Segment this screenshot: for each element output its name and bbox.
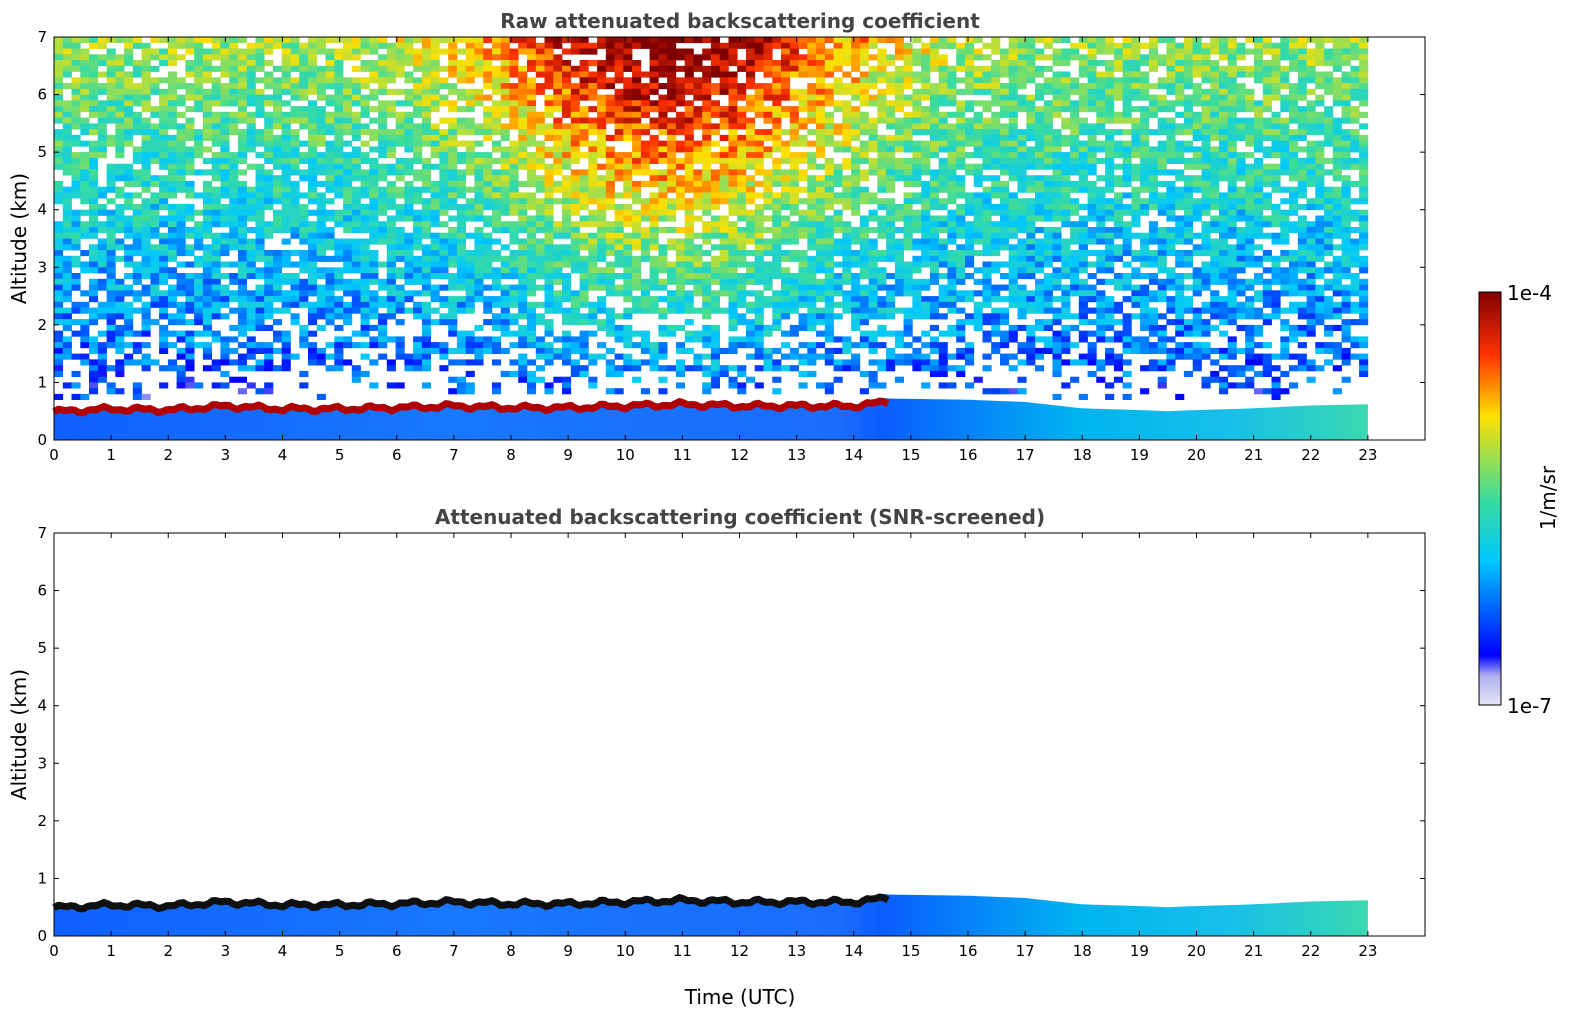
heatmap-layer bbox=[52, 37, 1369, 440]
x-tick-label: 22 bbox=[1301, 446, 1320, 464]
y-tick-label: 5 bbox=[37, 639, 47, 657]
y-tick-label: 2 bbox=[37, 316, 47, 334]
y-tick-label: 3 bbox=[37, 754, 47, 772]
y-tick-label: 3 bbox=[37, 258, 47, 276]
colorbar-unit-label: 1/m/sr bbox=[1536, 465, 1560, 530]
x-tick-label: 21 bbox=[1244, 942, 1263, 960]
y-tick-label: 7 bbox=[37, 28, 47, 46]
plot-frame bbox=[53, 532, 1426, 937]
colorbar-min-label: 1e-7 bbox=[1507, 694, 1552, 718]
x-tick-label: 11 bbox=[673, 446, 692, 464]
x-tick-label: 12 bbox=[730, 942, 749, 960]
x-tick-label: 17 bbox=[1016, 942, 1035, 960]
x-tick-label: 5 bbox=[335, 446, 345, 464]
y-tick-label: 0 bbox=[37, 431, 47, 449]
x-tick-label: 3 bbox=[221, 446, 231, 464]
x-tick-label: 4 bbox=[278, 446, 288, 464]
y-tick-label: 5 bbox=[37, 143, 47, 161]
x-tick-label: 2 bbox=[163, 942, 173, 960]
x-tick-label: 4 bbox=[278, 942, 288, 960]
x-tick-label: 11 bbox=[673, 942, 692, 960]
x-tick-label: 6 bbox=[392, 942, 402, 960]
y-tick-label: 1 bbox=[37, 373, 47, 391]
x-tick-label: 7 bbox=[449, 942, 459, 960]
heatmap-layer bbox=[52, 893, 1368, 936]
signal-field bbox=[54, 37, 1369, 400]
y-axis: 0 1 2 3 4 5 6 7 bbox=[37, 28, 1425, 449]
x-tick-label: 8 bbox=[506, 446, 516, 464]
y-axis-label: Altitude (km) bbox=[7, 173, 31, 304]
y-tick-label: 2 bbox=[37, 812, 47, 830]
x-tick-label: 23 bbox=[1358, 942, 1377, 960]
x-tick-label: 13 bbox=[787, 942, 806, 960]
x-tick-label: 14 bbox=[844, 446, 863, 464]
y-axis-label: Altitude (km) bbox=[7, 669, 31, 800]
x-tick-label: 2 bbox=[163, 446, 173, 464]
x-tick-label: 20 bbox=[1187, 942, 1206, 960]
x-tick-label: 1 bbox=[106, 446, 116, 464]
panel-title: Raw attenuated backscattering coefficien… bbox=[500, 9, 980, 33]
x-tick-label: 6 bbox=[392, 446, 402, 464]
x-tick-label: 5 bbox=[335, 942, 345, 960]
x-tick-label: 19 bbox=[1130, 942, 1149, 960]
x-tick-label: 22 bbox=[1301, 942, 1320, 960]
x-tick-label: 9 bbox=[563, 942, 573, 960]
y-tick-label: 4 bbox=[37, 201, 47, 219]
x-tick-label: 17 bbox=[1016, 446, 1035, 464]
x-tick-label: 18 bbox=[1073, 446, 1092, 464]
y-tick-label: 4 bbox=[37, 697, 47, 715]
y-tick-label: 1 bbox=[37, 869, 47, 887]
boundary-layer-top-line bbox=[52, 893, 890, 913]
x-tick-label: 10 bbox=[616, 446, 635, 464]
panel-title: Attenuated backscattering coefficient (S… bbox=[435, 505, 1045, 529]
snr-screened-panel: Attenuated backscattering coefficient (S… bbox=[7, 505, 1426, 1009]
x-axis: 0 1 2 3 4 5 6 7 8 9 10 11 12 13 14 15 16 17 18 19 20 21 22 23 bbox=[49, 37, 1377, 464]
x-tick-label: 23 bbox=[1358, 446, 1377, 464]
boundary-layer-top-line bbox=[52, 397, 890, 417]
colorbar-gradient bbox=[1478, 291, 1502, 706]
x-tick-label: 15 bbox=[901, 446, 920, 464]
x-tick-label: 16 bbox=[958, 446, 977, 464]
x-tick-label: 21 bbox=[1244, 446, 1263, 464]
y-tick-label: 6 bbox=[37, 582, 47, 600]
x-tick-label: 3 bbox=[221, 942, 231, 960]
y-tick-label: 7 bbox=[37, 524, 47, 542]
x-axis-label: Time (UTC) bbox=[684, 985, 796, 1009]
x-tick-label: 0 bbox=[49, 446, 59, 464]
y-tick-label: 6 bbox=[37, 86, 47, 104]
x-tick-label: 7 bbox=[449, 446, 459, 464]
x-tick-label: 9 bbox=[563, 446, 573, 464]
y-tick-label: 0 bbox=[37, 927, 47, 945]
x-tick-label: 8 bbox=[506, 942, 516, 960]
x-tick-label: 0 bbox=[49, 942, 59, 960]
x-tick-label: 14 bbox=[844, 942, 863, 960]
x-tick-label: 18 bbox=[1073, 942, 1092, 960]
x-tick-label: 12 bbox=[730, 446, 749, 464]
y-axis: 0 1 2 3 4 5 6 7 bbox=[37, 524, 1425, 945]
x-axis: 0 1 2 3 4 5 6 7 8 9 10 11 12 13 14 15 16 17 18 19 20 21 22 23 bbox=[49, 533, 1377, 960]
x-tick-label: 10 bbox=[616, 942, 635, 960]
x-tick-label: 16 bbox=[958, 942, 977, 960]
colorbar-max-label: 1e-4 bbox=[1507, 281, 1552, 305]
x-tick-label: 15 bbox=[901, 942, 920, 960]
raw-backscatter-panel: Raw attenuated backscattering coefficien… bbox=[7, 9, 1426, 464]
x-tick-label: 19 bbox=[1130, 446, 1149, 464]
x-tick-label: 13 bbox=[787, 446, 806, 464]
x-tick-label: 20 bbox=[1187, 446, 1206, 464]
x-tick-label: 1 bbox=[106, 942, 116, 960]
colorbar: 1e-4 1e-7 1/m/sr bbox=[1478, 281, 1560, 718]
